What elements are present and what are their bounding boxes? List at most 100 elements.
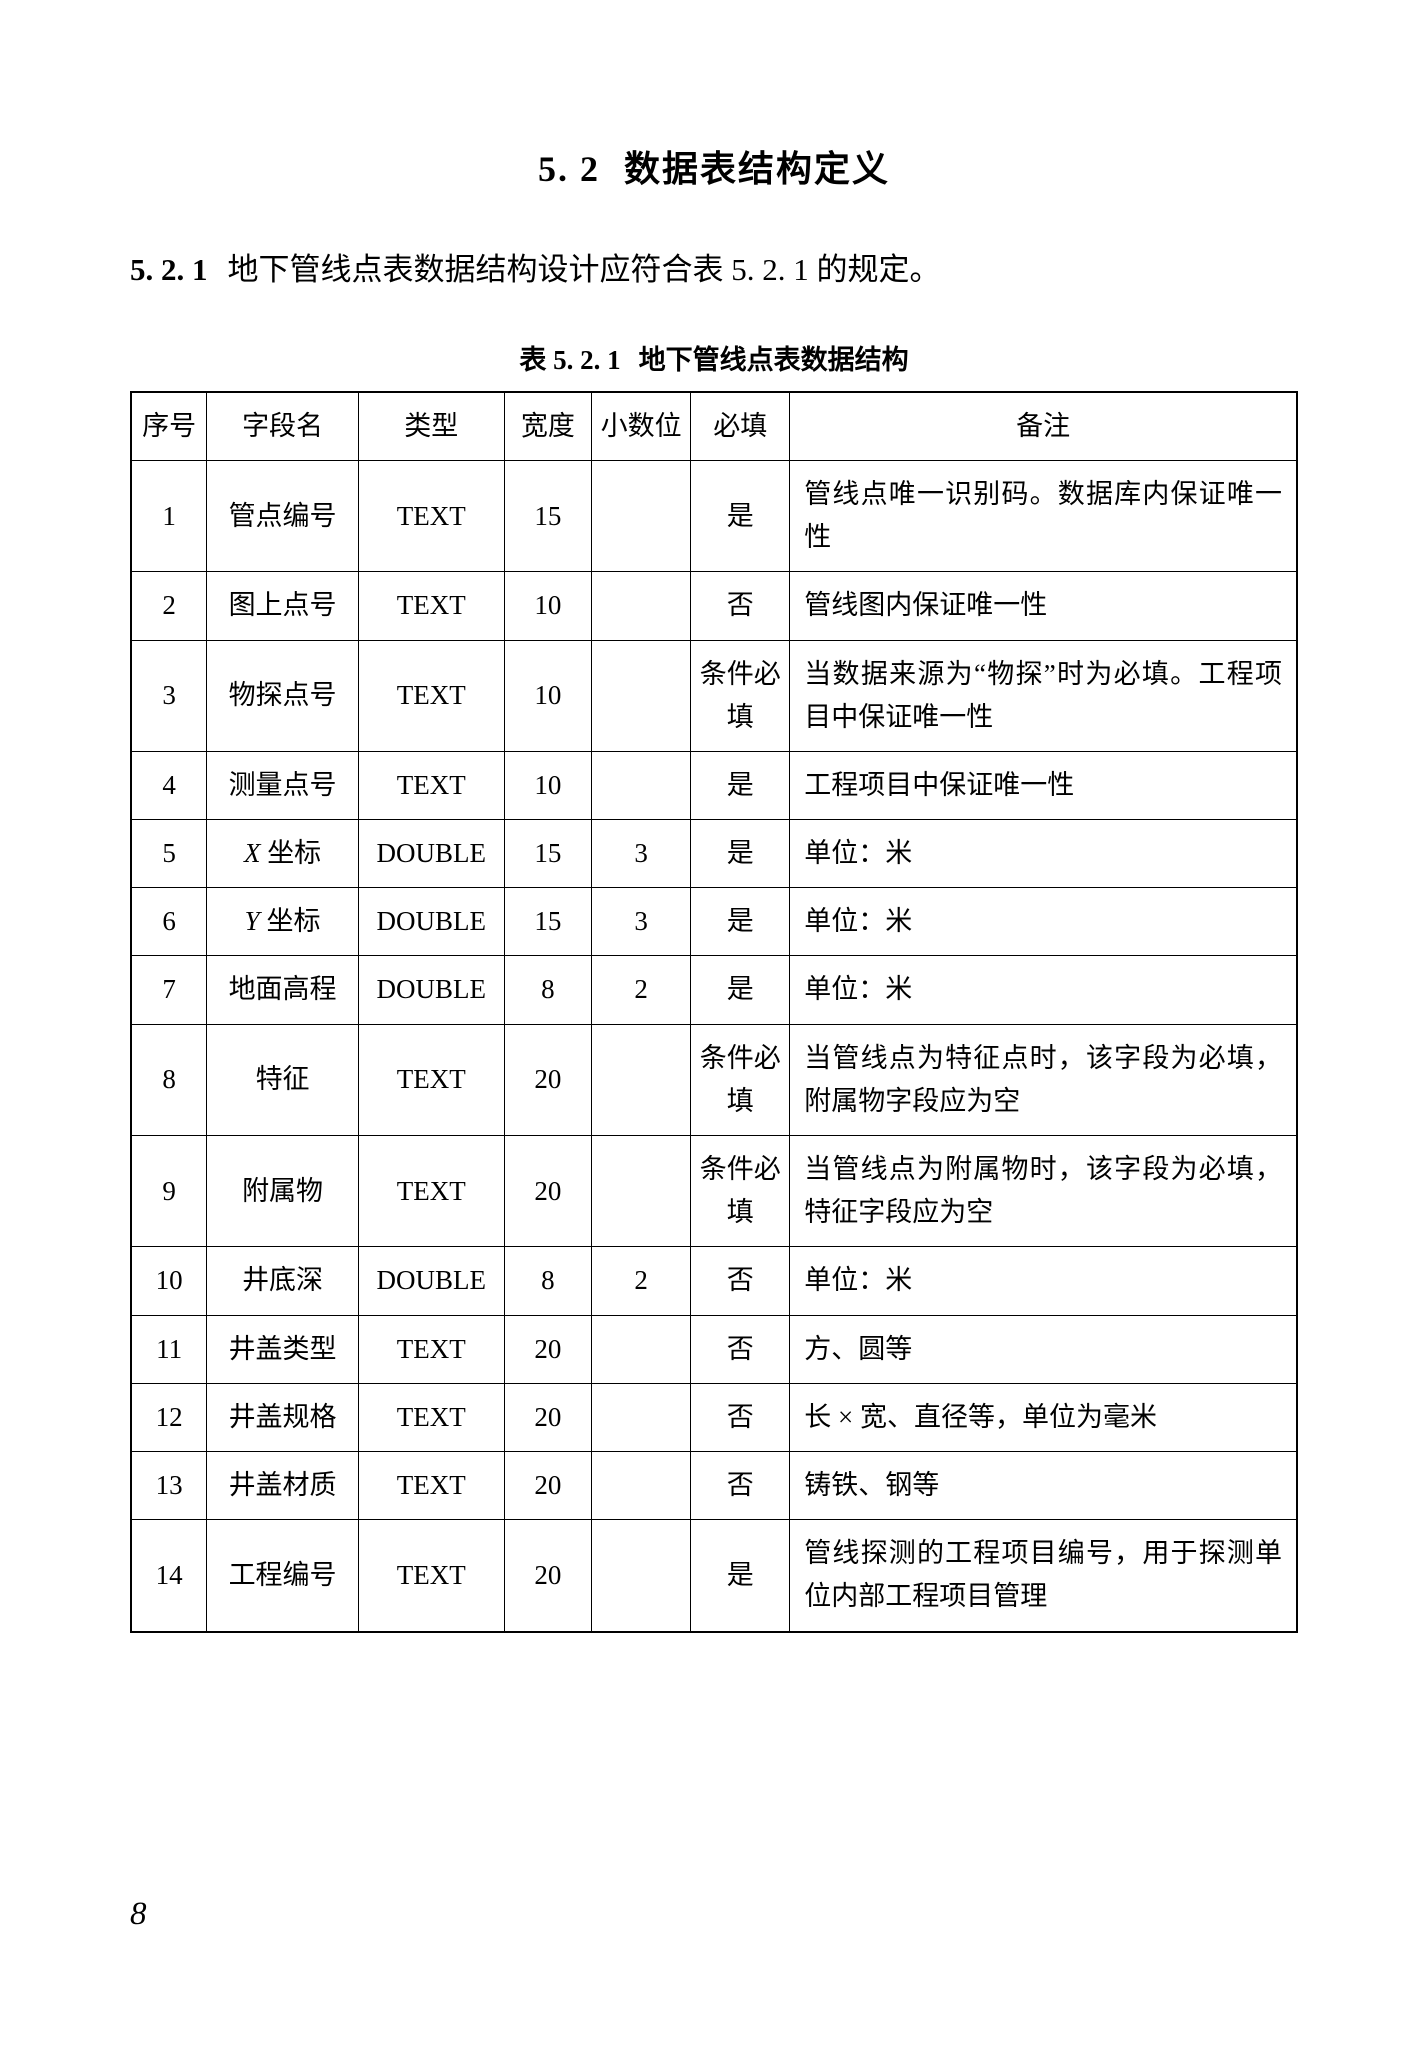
cell-type: TEXT xyxy=(358,572,504,640)
cell-dec: 2 xyxy=(592,956,691,1024)
cell-remarks: 铸铁、钢等 xyxy=(790,1451,1297,1519)
cell-seq: 14 xyxy=(131,1520,207,1632)
cell-req: 否 xyxy=(691,1315,790,1383)
section-number: 5. 2 xyxy=(538,149,600,189)
cell-type: TEXT xyxy=(358,751,504,819)
cell-width: 15 xyxy=(504,820,591,888)
cell-width: 20 xyxy=(504,1136,591,1247)
cell-field: 物探点号 xyxy=(207,640,359,751)
cell-remarks: 管线探测的工程项目编号，用于探测单位内部工程项目管理 xyxy=(790,1520,1297,1632)
cell-field: 井底深 xyxy=(207,1247,359,1315)
table-row: 13井盖材质TEXT20否铸铁、钢等 xyxy=(131,1451,1297,1519)
cell-seq: 7 xyxy=(131,956,207,1024)
table-row: 3物探点号TEXT10条件必填当数据来源为“物探”时为必填。工程项目中保证唯一性 xyxy=(131,640,1297,751)
cell-remarks: 当数据来源为“物探”时为必填。工程项目中保证唯一性 xyxy=(790,640,1297,751)
cell-width: 8 xyxy=(504,1247,591,1315)
cell-dec: 2 xyxy=(592,1247,691,1315)
cell-remarks: 方、圆等 xyxy=(790,1315,1297,1383)
cell-type: TEXT xyxy=(358,460,504,571)
cell-remarks: 工程项目中保证唯一性 xyxy=(790,751,1297,819)
cell-field: Y 坐标 xyxy=(207,888,359,956)
cell-req: 是 xyxy=(691,956,790,1024)
cell-dec xyxy=(592,1451,691,1519)
cell-field: 井盖类型 xyxy=(207,1315,359,1383)
cell-req: 是 xyxy=(691,460,790,571)
cell-remarks: 单位：米 xyxy=(790,956,1297,1024)
subsection-text: 地下管线点表数据结构设计应符合表 5. 2. 1 的规定。 xyxy=(228,252,941,287)
cell-req: 否 xyxy=(691,1247,790,1315)
cell-type: DOUBLE xyxy=(358,888,504,956)
col-header-req: 必填 xyxy=(691,392,790,461)
cell-req: 否 xyxy=(691,1451,790,1519)
table-row: 8特征TEXT20条件必填当管线点为特征点时，该字段为必填，附属物字段应为空 xyxy=(131,1024,1297,1135)
cell-seq: 6 xyxy=(131,888,207,956)
cell-seq: 2 xyxy=(131,572,207,640)
cell-remarks: 当管线点为附属物时，该字段为必填，特征字段应为空 xyxy=(790,1136,1297,1247)
cell-type: TEXT xyxy=(358,1520,504,1632)
cell-field: 附属物 xyxy=(207,1136,359,1247)
cell-req: 是 xyxy=(691,1520,790,1632)
cell-dec: 3 xyxy=(592,820,691,888)
cell-field: 井盖规格 xyxy=(207,1383,359,1451)
col-header-field: 字段名 xyxy=(207,392,359,461)
cell-dec xyxy=(592,640,691,751)
table-row: 7地面高程DOUBLE82是单位：米 xyxy=(131,956,1297,1024)
section-title: 5. 2 数据表结构定义 xyxy=(130,140,1298,192)
cell-req: 条件必填 xyxy=(691,1136,790,1247)
table-row: 4测量点号TEXT10是工程项目中保证唯一性 xyxy=(131,751,1297,819)
col-header-seq: 序号 xyxy=(131,392,207,461)
cell-width: 10 xyxy=(504,640,591,751)
cell-width: 20 xyxy=(504,1451,591,1519)
cell-remarks: 单位：米 xyxy=(790,820,1297,888)
table-row: 2图上点号TEXT10 否管线图内保证唯一性 xyxy=(131,572,1297,640)
col-header-rem: 备注 xyxy=(790,392,1297,461)
cell-seq: 11 xyxy=(131,1315,207,1383)
cell-req: 条件必填 xyxy=(691,1024,790,1135)
cell-seq: 8 xyxy=(131,1024,207,1135)
cell-dec: 3 xyxy=(592,888,691,956)
table-caption-text: 地下管线点表数据结构 xyxy=(639,345,909,375)
subsection-number: 5. 2. 1 xyxy=(130,252,208,287)
cell-width: 20 xyxy=(504,1383,591,1451)
cell-field: X 坐标 xyxy=(207,820,359,888)
cell-seq: 12 xyxy=(131,1383,207,1451)
cell-remarks: 管线点唯一识别码。数据库内保证唯一性 xyxy=(790,460,1297,571)
cell-remarks: 单位：米 xyxy=(790,1247,1297,1315)
table-row: 14工程编号TEXT20是管线探测的工程项目编号，用于探测单位内部工程项目管理 xyxy=(131,1520,1297,1632)
subsection-paragraph: 5. 2. 1 地下管线点表数据结构设计应符合表 5. 2. 1 的规定。 xyxy=(130,242,1298,298)
table-header-row: 序号 字段名 类型 宽度 小数位 必填 备注 xyxy=(131,392,1297,461)
table-row: 1管点编号TEXT15是管线点唯一识别码。数据库内保证唯一性 xyxy=(131,460,1297,571)
table-row: 12井盖规格TEXT20否长 × 宽、直径等，单位为毫米 xyxy=(131,1383,1297,1451)
cell-width: 20 xyxy=(504,1024,591,1135)
cell-req: 是 xyxy=(691,820,790,888)
cell-req: 否 xyxy=(691,1383,790,1451)
cell-dec xyxy=(592,1520,691,1632)
table-row: 6Y 坐标DOUBLE153是单位：米 xyxy=(131,888,1297,956)
table-caption-number: 表 5. 2. 1 xyxy=(519,345,620,375)
cell-req: 否 xyxy=(691,572,790,640)
data-structure-table: 序号 字段名 类型 宽度 小数位 必填 备注 1管点编号TEXT15是管线点唯一… xyxy=(130,391,1298,1633)
cell-type: DOUBLE xyxy=(358,1247,504,1315)
cell-width: 10 xyxy=(504,572,591,640)
cell-type: DOUBLE xyxy=(358,820,504,888)
cell-dec xyxy=(592,1024,691,1135)
cell-dec xyxy=(592,1136,691,1247)
table-row: 11井盖类型TEXT20否方、圆等 xyxy=(131,1315,1297,1383)
cell-width: 10 xyxy=(504,751,591,819)
cell-type: TEXT xyxy=(358,1136,504,1247)
cell-seq: 5 xyxy=(131,820,207,888)
cell-width: 20 xyxy=(504,1315,591,1383)
cell-field: 井盖材质 xyxy=(207,1451,359,1519)
cell-type: DOUBLE xyxy=(358,956,504,1024)
table-caption: 表 5. 2. 1 地下管线点表数据结构 xyxy=(130,338,1298,377)
cell-field: 图上点号 xyxy=(207,572,359,640)
table-row: 10井底深DOUBLE82否单位：米 xyxy=(131,1247,1297,1315)
cell-remarks: 长 × 宽、直径等，单位为毫米 xyxy=(790,1383,1297,1451)
cell-seq: 9 xyxy=(131,1136,207,1247)
cell-remarks: 管线图内保证唯一性 xyxy=(790,572,1297,640)
cell-req: 是 xyxy=(691,888,790,956)
cell-seq: 4 xyxy=(131,751,207,819)
cell-width: 15 xyxy=(504,888,591,956)
table-row: 9附属物TEXT20 条件必填当管线点为附属物时，该字段为必填，特征字段应为空 xyxy=(131,1136,1297,1247)
section-title-text: 数据表结构定义 xyxy=(624,149,890,189)
